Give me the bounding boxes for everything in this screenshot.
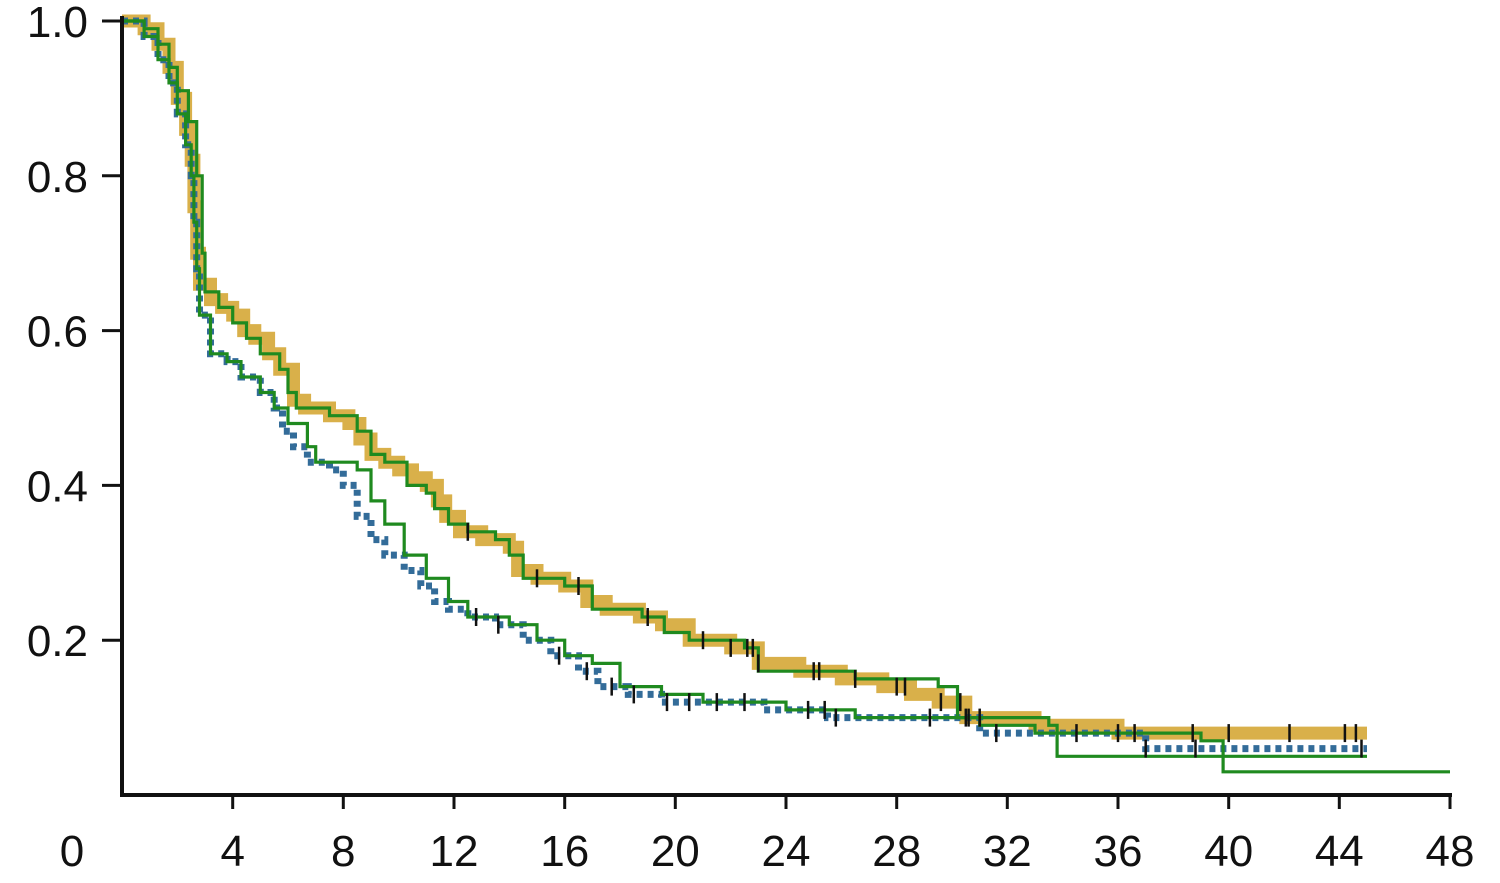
y-tick-label: 0.8 (27, 153, 88, 202)
x-tick-label: 36 (1094, 827, 1143, 876)
y-tick-label: 0.4 (27, 462, 88, 511)
x-tick-label: 24 (762, 827, 811, 876)
x-origin-label: 0 (60, 827, 84, 876)
y-tick-label: 0.2 (27, 617, 88, 666)
series-4-curve (122, 19, 1450, 774)
series-3-curve (122, 19, 1367, 758)
x-ticks: 4 8 12 16 20 24 28 32 36 40 44 48 (220, 795, 1474, 876)
x-tick-label: 44 (1315, 827, 1364, 876)
y-tick-label: 0.6 (27, 308, 88, 357)
x-tick-label: 4 (220, 827, 244, 876)
thick-band-layer (122, 14, 1367, 740)
x-tick-label: 8 (331, 827, 355, 876)
x-tick-label: 48 (1426, 827, 1475, 876)
x-tick-label: 40 (1204, 827, 1253, 876)
x-tick-label: 12 (430, 827, 479, 876)
y-ticks: 1.0 0.8 0.6 0.4 0.2 (27, 0, 122, 666)
x-tick-label: 16 (540, 827, 589, 876)
x-tick-label: 32 (983, 827, 1032, 876)
y-tick-label: 1.0 (27, 0, 88, 47)
x-tick-label: 28 (872, 827, 921, 876)
series-1-curve (122, 14, 1367, 740)
censor-marks-layer (466, 522, 1363, 758)
thin-curve-layer (122, 19, 1450, 774)
x-tick-label: 20 (651, 827, 700, 876)
